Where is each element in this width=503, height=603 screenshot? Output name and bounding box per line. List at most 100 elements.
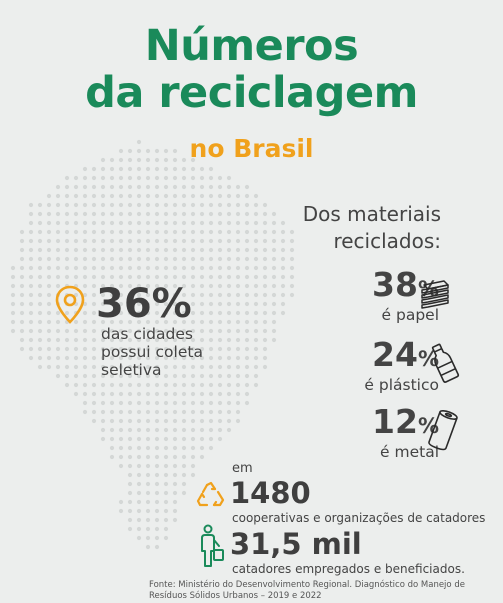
map-dot [19,274,25,280]
map-dot [181,400,187,406]
map-dot [199,328,205,334]
map-dot [28,229,34,235]
map-dot [181,238,187,244]
map-dot [190,211,196,217]
materials-heading-line-2: reciclados: [333,229,441,253]
map-dot [262,283,268,289]
map-dot [136,157,142,163]
map-dot [262,211,268,217]
map-dot [244,247,250,253]
map-dot [118,292,124,298]
map-dot [163,193,169,199]
map-dot [118,274,124,280]
map-dot [73,220,79,226]
map-dot [55,319,61,325]
map-dot [100,202,106,208]
map-dot [172,229,178,235]
map-dot [181,445,187,451]
map-dot [181,391,187,397]
cities-value: 36 [96,281,152,327]
map-dot [271,238,277,244]
map-dot [163,238,169,244]
map-dot [172,427,178,433]
map-dot [253,265,259,271]
map-dot [226,238,232,244]
map-dot [91,292,97,298]
map-dot [127,418,133,424]
map-dot [64,202,70,208]
map-dot [190,256,196,262]
map-dot [280,229,286,235]
map-dot [109,409,115,415]
map-dot [127,445,133,451]
map-dot [226,256,232,262]
map-dot [172,436,178,442]
map-dot [91,391,97,397]
map-dot [172,517,178,523]
map-dot [271,220,277,226]
map-dot [55,310,61,316]
map-dot [262,229,268,235]
map-dot [136,193,142,199]
map-dot [100,310,106,316]
map-dot [199,355,205,361]
map-dot [109,193,115,199]
map-dot [55,274,61,280]
map-dot [37,238,43,244]
map-dot [208,310,214,316]
map-dot [253,229,259,235]
map-dot [181,373,187,379]
map-dot [136,166,142,172]
map-dot [10,310,16,316]
map-dot [154,382,160,388]
map-dot [154,310,160,316]
map-dot [145,463,151,469]
map-dot [136,184,142,190]
map-dot [253,328,259,334]
map-dot [28,220,34,226]
map-dot [100,184,106,190]
map-dot [226,229,232,235]
map-dot [46,283,52,289]
map-dot [181,463,187,469]
map-dot [145,454,151,460]
map-dot [28,274,34,280]
map-dot [208,328,214,334]
map-dot [235,346,241,352]
map-dot [262,301,268,307]
map-dot [208,202,214,208]
map-dot [145,526,151,532]
map-dot [163,274,169,280]
map-dot [208,166,214,172]
map-dot [145,184,151,190]
plastic-label: é plástico [364,376,439,394]
map-dot [190,310,196,316]
map-dot [226,265,232,271]
plastic-percent: 24% [364,338,439,376]
map-dot [208,256,214,262]
map-dot [172,265,178,271]
map-dot [10,283,16,289]
map-dot [127,175,133,181]
map-dot [208,445,214,451]
map-dot [181,346,187,352]
map-dot [235,265,241,271]
map-dot [190,364,196,370]
map-dot [145,364,151,370]
map-dot [217,328,223,334]
map-dot [190,328,196,334]
map-dot [181,202,187,208]
map-dot [64,328,70,334]
map-dot [19,310,25,316]
map-dot [190,454,196,460]
plastic-symbol: % [417,347,439,371]
map-dot [172,355,178,361]
map-dot [235,274,241,280]
map-dot [172,337,178,343]
map-dot [253,211,259,217]
map-dot [262,310,268,316]
map-dot [127,319,133,325]
map-dot [181,265,187,271]
map-dot [145,256,151,262]
map-dot [82,301,88,307]
